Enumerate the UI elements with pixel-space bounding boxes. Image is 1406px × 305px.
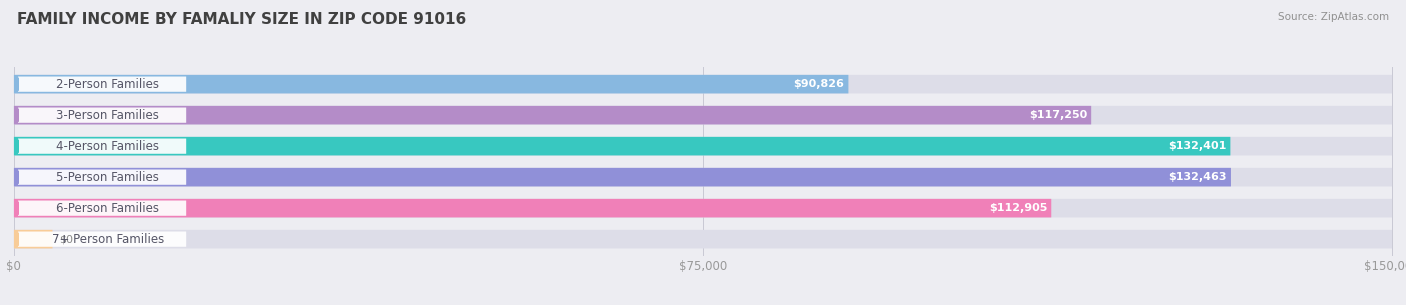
Text: $132,463: $132,463 [1168, 172, 1227, 182]
FancyBboxPatch shape [14, 230, 1392, 249]
Text: 5-Person Families: 5-Person Families [56, 171, 159, 184]
Text: $112,905: $112,905 [988, 203, 1047, 213]
FancyBboxPatch shape [14, 75, 1392, 93]
Text: 2-Person Families: 2-Person Families [56, 78, 159, 91]
Text: 6-Person Families: 6-Person Families [56, 202, 159, 215]
FancyBboxPatch shape [18, 200, 186, 216]
FancyBboxPatch shape [14, 168, 1392, 186]
FancyBboxPatch shape [18, 170, 186, 185]
FancyBboxPatch shape [14, 137, 1392, 156]
FancyBboxPatch shape [18, 77, 186, 92]
FancyBboxPatch shape [18, 108, 186, 123]
FancyBboxPatch shape [14, 137, 1230, 156]
Text: $132,401: $132,401 [1168, 141, 1226, 151]
Text: 4-Person Families: 4-Person Families [56, 140, 159, 152]
FancyBboxPatch shape [14, 106, 1392, 124]
FancyBboxPatch shape [14, 75, 848, 93]
FancyBboxPatch shape [14, 106, 1091, 124]
FancyBboxPatch shape [14, 199, 1392, 217]
Text: 7+ Person Families: 7+ Person Families [52, 233, 163, 246]
Text: $0: $0 [59, 234, 73, 244]
FancyBboxPatch shape [14, 199, 1052, 217]
FancyBboxPatch shape [18, 231, 186, 247]
Text: Source: ZipAtlas.com: Source: ZipAtlas.com [1278, 12, 1389, 22]
Text: FAMILY INCOME BY FAMALIY SIZE IN ZIP CODE 91016: FAMILY INCOME BY FAMALIY SIZE IN ZIP COD… [17, 12, 467, 27]
FancyBboxPatch shape [14, 230, 52, 249]
Text: 3-Person Families: 3-Person Families [56, 109, 159, 122]
Text: $117,250: $117,250 [1029, 110, 1087, 120]
FancyBboxPatch shape [18, 138, 186, 154]
Text: $90,826: $90,826 [793, 79, 844, 89]
FancyBboxPatch shape [14, 168, 1232, 186]
